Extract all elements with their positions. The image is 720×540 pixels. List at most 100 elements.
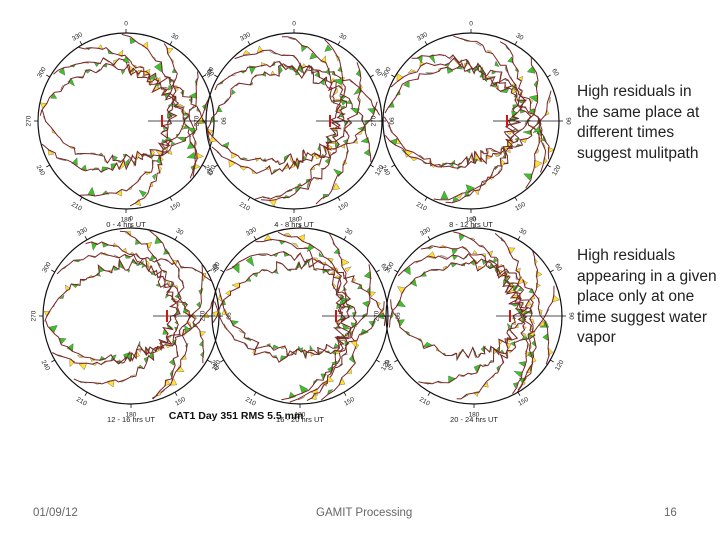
residual-mark [288, 391, 297, 399]
residual-mark [134, 199, 142, 207]
residual-mark [166, 281, 170, 286]
azimuth-tick [202, 74, 206, 78]
azimuth-label: 270 [200, 310, 207, 321]
satellite-track [41, 96, 211, 164]
residual-mark [327, 389, 334, 396]
residual-mark [327, 366, 332, 374]
residual-mark [360, 84, 363, 91]
azimuth-label: 120 [374, 164, 386, 177]
azimuth-label: 150 [174, 396, 187, 408]
azimuth-label: 30 [515, 32, 525, 42]
azimuth-label: 210 [244, 396, 257, 408]
azimuth-tick [79, 41, 83, 45]
azimuth-tick [376, 269, 380, 273]
azimuth-tick [394, 269, 398, 273]
residual-mark [407, 69, 417, 74]
azimuth-tick [424, 197, 428, 201]
residual-mark [353, 276, 356, 284]
residual-mark [440, 255, 448, 259]
residual-mark [50, 92, 58, 99]
residual-mark [231, 89, 236, 95]
azimuth-label: 0 [124, 21, 128, 28]
residual-mark [231, 282, 240, 289]
residual-mark [66, 343, 74, 352]
azimuth-tick [337, 197, 341, 201]
residual-mark [242, 50, 251, 56]
residual-mark [309, 52, 317, 60]
residual-mark [309, 344, 313, 351]
azimuth-tick [169, 41, 173, 45]
azimuth-label: 0 [472, 216, 476, 223]
azimuth-tick [337, 41, 341, 45]
residual-mark [161, 139, 166, 144]
residual-mark [187, 141, 196, 149]
residual-mark [517, 287, 523, 292]
residual-mark [58, 158, 67, 161]
residual-mark [80, 279, 86, 282]
residual-mark [482, 181, 487, 184]
satellite-track [260, 36, 342, 201]
azimuth-tick [427, 236, 431, 240]
residual-mark [318, 251, 324, 258]
residual-mark [452, 196, 460, 203]
residual-mark [135, 238, 142, 246]
azimuth-label: 330 [76, 226, 89, 238]
residual-mark [403, 81, 410, 88]
residual-mark [363, 149, 370, 157]
residual-mark [310, 394, 317, 400]
azimuth-tick [84, 236, 88, 240]
residual-mark [458, 234, 465, 242]
residual-mark [494, 60, 500, 67]
azimuth-tick [46, 74, 50, 78]
residual-mark [160, 143, 165, 150]
residual-mark [125, 157, 130, 169]
residual-mark [166, 323, 174, 329]
residual-mark [283, 232, 292, 237]
satellite-track [41, 71, 199, 173]
residual-mark [422, 342, 434, 348]
panel-label: 8 - 12 hrs UT [449, 220, 493, 229]
residual-mark [136, 150, 140, 161]
residual-mark [538, 320, 545, 327]
residual-mark [283, 65, 289, 69]
azimuth-label: 270 [26, 115, 33, 126]
azimuth-label: 30 [175, 227, 185, 237]
residual-mark [154, 61, 162, 73]
azimuth-label: 0 [129, 216, 133, 223]
satellite-track [39, 62, 211, 142]
azimuth-label: 330 [416, 31, 429, 43]
residual-mark [203, 312, 210, 319]
residual-mark [425, 72, 433, 74]
azimuth-tick [547, 74, 551, 78]
residual-mark [475, 42, 482, 47]
satellite-track [234, 49, 350, 205]
skyplot-panel: 0 30 60 90 120 150 180 210 240 270 300 330 8 - 12 hr… [371, 21, 572, 230]
satellite-track [214, 264, 371, 363]
satellite-track [453, 231, 529, 395]
residual-mark [341, 258, 350, 266]
azimuth-label: 300 [381, 66, 393, 79]
residual-mark [175, 104, 185, 107]
azimuth-label: 60 [205, 68, 215, 78]
residual-mark [506, 342, 512, 349]
residual-mark [77, 354, 84, 358]
footer-title: GAMIT Processing [316, 507, 413, 519]
azimuth-label: 210 [75, 396, 88, 408]
residual-mark [292, 242, 299, 248]
residual-mark [81, 164, 87, 171]
azimuth-label: 210 [70, 201, 83, 213]
residual-mark [270, 70, 275, 75]
residual-mark [238, 330, 246, 334]
azimuth-label: 210 [415, 201, 428, 213]
azimuth-label: 60 [550, 68, 560, 78]
azimuth-tick [207, 269, 211, 273]
satellite-track [433, 35, 522, 201]
residual-mark [331, 120, 343, 124]
residual-mark [171, 68, 177, 73]
azimuth-label: 240 [202, 164, 214, 177]
azimuth-label: 0 [469, 21, 473, 28]
satellite-track [384, 90, 552, 168]
residual-mark [138, 349, 142, 353]
azimuth-tick [174, 236, 178, 240]
